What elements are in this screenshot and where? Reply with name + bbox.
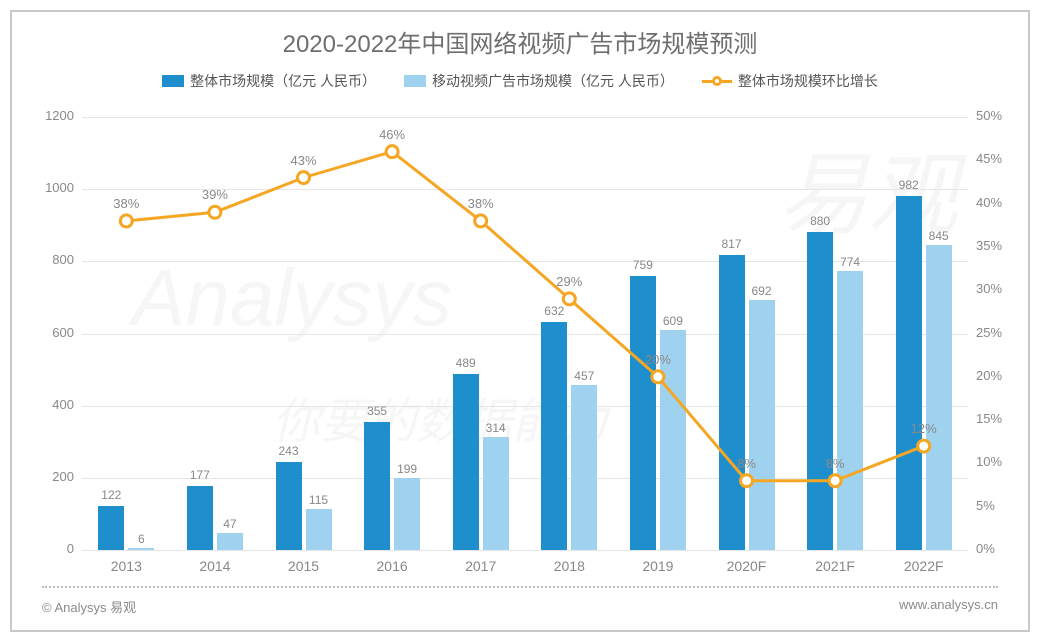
footer: © Analysys 易观 www.analysys.cn	[42, 597, 998, 616]
footer-url: www.analysys.cn	[899, 597, 998, 616]
x-category: 2015	[288, 558, 319, 574]
x-category: 2014	[199, 558, 230, 574]
y-left-tick: 200	[24, 469, 74, 484]
footer-copyright: © Analysys 易观	[42, 597, 136, 616]
y-right-tick: 40%	[976, 195, 1002, 210]
x-category: 2016	[377, 558, 408, 574]
chart-frame: Analysys 易观 你要的数据能力 2020-2022年中国网络视频广告市场…	[10, 10, 1030, 632]
y-right-tick: 20%	[976, 368, 1002, 383]
legend-item-series3: 整体市场规模环比增长	[702, 71, 878, 91]
legend-swatch-bar2	[404, 75, 426, 87]
legend-item-series2: 移动视频广告市场规模（亿元 人民币）	[404, 71, 674, 91]
y-right-tick: 10%	[976, 454, 1002, 469]
y-left-tick: 800	[24, 252, 74, 267]
y-left-tick: 0	[24, 541, 74, 556]
y-left-tick: 400	[24, 397, 74, 412]
x-category: 2022F	[904, 558, 944, 574]
legend-swatch-line	[702, 74, 732, 88]
legend-item-series1: 整体市场规模（亿元 人民币）	[162, 71, 376, 91]
y-left-tick: 600	[24, 325, 74, 340]
y-right-tick: 35%	[976, 238, 1002, 253]
x-category: 2018	[554, 558, 585, 574]
x-category: 2017	[465, 558, 496, 574]
legend-label-2: 移动视频广告市场规模（亿元 人民币）	[432, 71, 674, 91]
y-right-tick: 5%	[976, 498, 995, 513]
x-category: 2020F	[727, 558, 767, 574]
y-right-tick: 15%	[976, 411, 1002, 426]
x-axis-labels: 20132014201520162017201820192020F2021F20…	[82, 117, 968, 550]
y-right-tick: 25%	[976, 325, 1002, 340]
y-right-tick: 45%	[976, 151, 1002, 166]
plot-area: 020040060080010001200 0%5%10%15%20%25%30…	[82, 117, 968, 550]
x-category: 2013	[111, 558, 142, 574]
chart-title: 2020-2022年中国网络视频广告市场规模预测	[12, 24, 1028, 59]
y-left-tick: 1200	[24, 108, 74, 123]
y-right-tick: 0%	[976, 541, 995, 556]
y-right-tick: 50%	[976, 108, 1002, 123]
legend-label-1: 整体市场规模（亿元 人民币）	[190, 71, 376, 91]
y-right-tick: 30%	[976, 281, 1002, 296]
dotted-separator	[42, 586, 998, 588]
legend-swatch-bar1	[162, 75, 184, 87]
x-category: 2021F	[815, 558, 855, 574]
legend-label-3: 整体市场规模环比增长	[738, 71, 878, 91]
legend: 整体市场规模（亿元 人民币） 移动视频广告市场规模（亿元 人民币） 整体市场规模…	[12, 71, 1028, 91]
y-left-tick: 1000	[24, 180, 74, 195]
gridline	[82, 550, 968, 551]
x-category: 2019	[642, 558, 673, 574]
